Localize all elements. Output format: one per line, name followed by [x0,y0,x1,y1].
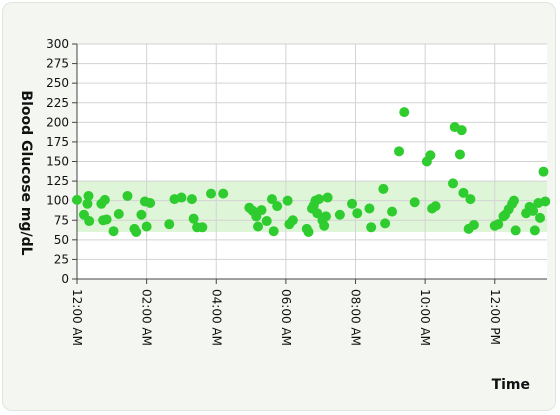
data-point [218,188,229,199]
data-point [510,225,521,236]
data-point [319,220,330,231]
axis-layer [72,43,547,284]
data-point [253,221,264,232]
x-tick-label: 04:00 AM [209,289,223,346]
data-point [540,196,551,207]
y-tick-label: 150 [46,155,69,169]
data-point [82,198,93,209]
data-point [454,149,465,160]
data-point [83,190,94,201]
y-tick-labels: 0 25 50 75 100 125 150 175 200 225 250 275 300 [46,37,69,286]
data-point [256,205,267,216]
x-tick-labels: 12:00 AM 02:00 AM 04:00 AM 06:00 AM 08:00 AM… [70,289,502,346]
data-point [113,208,124,219]
data-point [320,211,331,222]
data-point [538,166,549,177]
data-points [72,107,551,237]
data-point [399,107,410,118]
y-tick-label: 25 [54,252,69,266]
data-point [425,150,436,161]
data-point [312,208,323,219]
data-point [176,192,187,203]
data-point [528,205,539,216]
data-point [387,206,398,217]
data-point [322,192,333,203]
data-point [72,194,82,205]
data-point [364,203,375,214]
y-tick-label: 250 [46,76,69,90]
data-point [266,194,277,205]
data-point [84,216,95,227]
y-tick-label: 175 [46,135,69,149]
data-point [468,219,479,230]
data-point [206,188,217,199]
data-point [197,222,208,233]
data-point [101,214,112,225]
data-point [458,187,469,198]
data-point [313,194,324,205]
data-point [272,201,283,212]
data-point [535,212,546,223]
data-point [186,194,197,205]
data-point [529,225,540,236]
y-tick-label: 50 [54,233,69,247]
y-tick-label: 0 [61,272,69,286]
data-point [465,194,476,205]
data-point [378,183,389,194]
data-point [448,178,458,189]
x-tick-label: 10:00 AM [418,289,432,346]
x-tick-label: 06:00 AM [279,289,293,346]
x-tick-label: 02:00 AM [140,289,154,346]
y-tick-label: 75 [54,213,69,227]
data-point [303,227,314,237]
data-point [282,195,293,206]
x-axis-title: Time [492,377,530,393]
y-tick-label: 275 [46,57,69,71]
data-point [188,213,199,224]
y-tick-label: 300 [46,37,69,51]
x-tick-label: 12:00 PM [488,289,502,345]
data-point [352,208,363,219]
data-point [99,194,110,205]
y-axis-title: Blood Glucose mg/dL [18,90,34,255]
data-point [493,219,504,230]
data-point [141,221,152,232]
data-point [366,222,377,233]
data-point [164,219,175,230]
data-point [430,201,441,212]
data-point [347,198,358,209]
x-tick-label: 12:00 AM [70,289,84,346]
data-point [131,227,142,237]
data-point [268,226,279,237]
data-point [122,190,133,201]
data-point [108,226,119,237]
y-tick-label: 225 [46,96,69,110]
data-point [334,209,345,220]
data-point [380,218,391,229]
x-tick-label: 08:00 AM [349,289,363,346]
data-point [145,198,156,209]
y-tick-label: 200 [46,115,69,129]
data-point [136,209,147,220]
data-point [287,215,298,226]
y-tick-label: 100 [46,194,69,208]
data-point [456,125,467,136]
data-point [261,216,272,227]
data-point [409,197,420,208]
data-point [394,146,405,157]
data-point [508,195,519,206]
y-tick-label: 125 [46,174,69,188]
